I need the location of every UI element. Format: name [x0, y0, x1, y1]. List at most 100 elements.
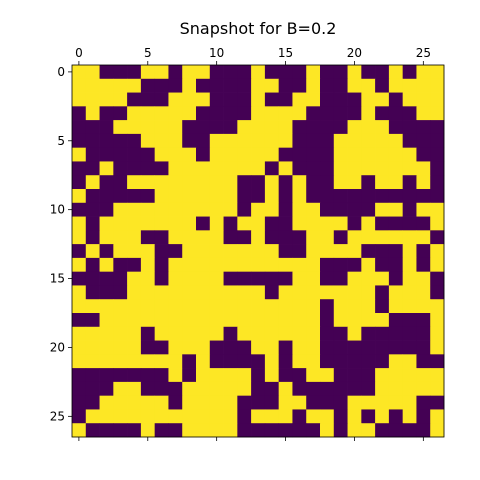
heatmap-cell: [127, 354, 142, 369]
heatmap-cell: [361, 409, 376, 424]
heatmap-cell: [320, 175, 335, 190]
heatmap-cell: [140, 189, 156, 204]
heatmap-cell: [361, 381, 376, 397]
heatmap-cell: [251, 65, 266, 80]
heatmap-cell: [209, 423, 224, 438]
heatmap-cell: [113, 395, 128, 410]
heatmap-cell: [168, 285, 183, 300]
heatmap-cell: [196, 299, 211, 314]
heatmap-cell: [113, 313, 128, 328]
heatmap-cell: [430, 120, 445, 135]
heatmap-cell: [113, 271, 128, 286]
y-tick-label: 20: [50, 340, 65, 354]
heatmap-cell: [388, 326, 404, 341]
heatmap-cell: [416, 381, 431, 397]
heatmap-cell: [237, 133, 252, 149]
heatmap-cell: [388, 423, 404, 438]
heatmap-cell: [237, 147, 252, 162]
heatmap-cell: [127, 409, 142, 424]
heatmap-cell: [333, 106, 348, 121]
heatmap-cell: [182, 313, 197, 328]
y-axis-ticks: 0 5 10 15 20 25: [50, 65, 72, 423]
heatmap-cell: [237, 78, 252, 93]
heatmap-cell: [223, 133, 238, 149]
heatmap-cell: [306, 147, 321, 162]
heatmap-cell: [264, 354, 280, 369]
heatmap-cell: [182, 326, 197, 341]
heatmap-cell: [209, 78, 224, 93]
heatmap-cell: [402, 120, 417, 135]
heatmap-cell: [223, 230, 238, 245]
heatmap-cell: [430, 175, 445, 190]
heatmap-cell: [375, 368, 390, 383]
heatmap-cell: [361, 216, 376, 231]
heatmap-cell: [196, 202, 211, 217]
heatmap-cell: [251, 313, 266, 328]
heatmap-cell: [127, 230, 142, 245]
heatmap-cell: [251, 368, 266, 383]
heatmap-cell: [168, 65, 183, 80]
heatmap-cell: [209, 202, 224, 217]
heatmap-cell: [333, 395, 348, 410]
heatmap-cell: [375, 244, 390, 259]
heatmap-cell: [127, 65, 142, 80]
heatmap-cell: [251, 133, 266, 149]
heatmap-cell: [99, 189, 114, 204]
heatmap-cell: [251, 120, 266, 135]
heatmap-cell: [140, 216, 156, 231]
heatmap-cell: [251, 381, 266, 397]
heatmap-cell: [388, 216, 404, 231]
heatmap-cell: [347, 271, 362, 286]
heatmap-cell: [347, 78, 362, 93]
heatmap-cell: [237, 395, 252, 410]
heatmap-cell: [127, 189, 142, 204]
heatmap-cell: [223, 202, 238, 217]
heatmap-cell: [99, 271, 114, 286]
heatmap-cell: [430, 271, 445, 286]
heatmap-cell: [209, 354, 224, 369]
heatmap-cell: [72, 175, 87, 190]
heatmap-cell: [182, 106, 197, 121]
heatmap-cell: [416, 161, 431, 176]
heatmap-cell: [292, 368, 307, 383]
heatmap-cell: [223, 189, 238, 204]
heatmap-cell: [375, 216, 390, 231]
heatmap-cell: [306, 340, 321, 355]
heatmap-cell: [361, 92, 376, 107]
heatmap-cell: [223, 92, 238, 107]
heatmap-cell: [306, 175, 321, 190]
heatmap-cell: [416, 409, 431, 424]
heatmap-cell: [196, 78, 211, 93]
heatmap-cell: [375, 202, 390, 217]
heatmap-cell: [209, 368, 224, 383]
heatmap-cell: [278, 395, 293, 410]
heatmap-cell: [430, 65, 445, 80]
heatmap-cell: [292, 133, 307, 149]
heatmap-cell: [264, 175, 280, 190]
heatmap-cell: [251, 230, 266, 245]
heatmap-cell: [72, 147, 87, 162]
heatmap-cell: [375, 340, 390, 355]
heatmap-cell: [264, 147, 280, 162]
heatmap-cell: [347, 395, 362, 410]
heatmap-cell: [72, 395, 87, 410]
heatmap-cell: [85, 299, 100, 314]
heatmap-cell: [347, 326, 362, 341]
heatmap-cell: [278, 78, 293, 93]
heatmap-cell: [140, 92, 156, 107]
heatmap-cell: [333, 423, 348, 438]
heatmap-cell: [237, 409, 252, 424]
heatmap-cell: [182, 395, 197, 410]
heatmap-cell: [402, 340, 417, 355]
heatmap-cell: [375, 230, 390, 245]
heatmap-cell: [85, 381, 100, 397]
heatmap-cell: [251, 299, 266, 314]
heatmap-cell: [278, 120, 293, 135]
heatmap-cell: [72, 120, 87, 135]
heatmap-cell: [72, 189, 87, 204]
heatmap-cell: [154, 230, 169, 245]
heatmap-cell: [347, 230, 362, 245]
heatmap-cell: [85, 78, 100, 93]
heatmap-cell: [292, 340, 307, 355]
heatmap-cell: [430, 189, 445, 204]
